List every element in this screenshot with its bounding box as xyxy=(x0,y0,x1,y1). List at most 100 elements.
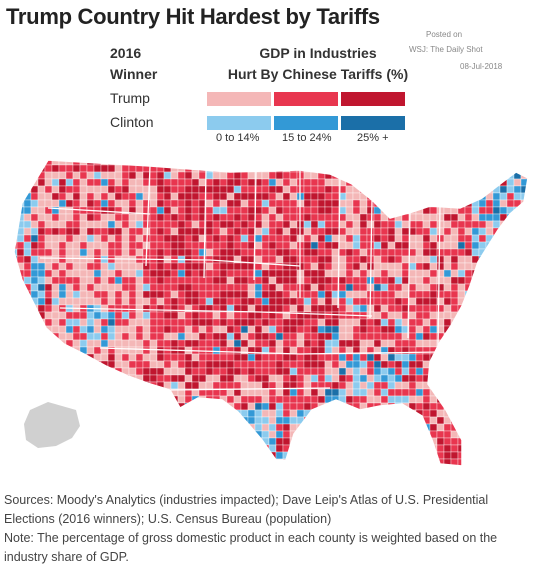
county-cell xyxy=(122,214,129,221)
county-cell xyxy=(192,228,199,235)
county-cell xyxy=(66,214,73,221)
county-cell xyxy=(493,459,500,466)
county-cell xyxy=(52,214,59,221)
county-cell xyxy=(73,375,80,382)
county-cell xyxy=(213,249,220,256)
county-cell xyxy=(318,333,325,340)
county-cell xyxy=(234,235,241,242)
county-cell xyxy=(94,312,101,319)
county-cell xyxy=(311,298,318,305)
county-cell xyxy=(360,452,367,459)
county-cell xyxy=(185,214,192,221)
county-cell xyxy=(227,263,234,270)
county-cell xyxy=(262,235,269,242)
county-cell xyxy=(206,466,213,473)
county-cell xyxy=(346,193,353,200)
county-cell xyxy=(115,410,122,417)
county-cell xyxy=(451,298,458,305)
county-cell xyxy=(437,389,444,396)
county-cell xyxy=(521,459,528,466)
county-cell xyxy=(206,179,213,186)
county-cell xyxy=(227,298,234,305)
county-cell xyxy=(311,466,318,473)
county-cell xyxy=(374,459,381,466)
county-cell xyxy=(325,242,332,249)
county-cell xyxy=(101,298,108,305)
county-cell xyxy=(115,214,122,221)
county-cell xyxy=(101,186,108,193)
county-cell xyxy=(514,368,521,375)
county-cell xyxy=(416,193,423,200)
county-cell xyxy=(115,389,122,396)
county-cell xyxy=(451,221,458,228)
county-cell xyxy=(276,333,283,340)
county-cell xyxy=(528,277,535,284)
county-cell xyxy=(486,284,493,291)
county-cell xyxy=(136,235,143,242)
county-cell xyxy=(486,277,493,284)
county-cell xyxy=(129,228,136,235)
county-cell xyxy=(430,361,437,368)
county-cell xyxy=(381,172,388,179)
county-cell xyxy=(38,396,45,403)
county-cell xyxy=(150,172,157,179)
county-cell xyxy=(122,172,129,179)
county-cell xyxy=(297,368,304,375)
county-cell xyxy=(108,228,115,235)
county-cell xyxy=(458,256,465,263)
county-cell xyxy=(486,438,493,445)
county-cell xyxy=(346,431,353,438)
county-cell xyxy=(164,459,171,466)
county-cell xyxy=(101,200,108,207)
county-cell xyxy=(164,403,171,410)
county-cell xyxy=(227,207,234,214)
county-cell xyxy=(465,382,472,389)
county-cell xyxy=(199,361,206,368)
county-cell xyxy=(248,235,255,242)
county-cell xyxy=(283,361,290,368)
county-cell xyxy=(80,438,87,445)
county-cell xyxy=(206,172,213,179)
county-cell xyxy=(150,333,157,340)
county-cell xyxy=(521,438,528,445)
county-cell xyxy=(206,326,213,333)
county-cell xyxy=(59,361,66,368)
county-cell xyxy=(367,242,374,249)
county-cell xyxy=(66,277,73,284)
legend-swatch-clinton-mid xyxy=(274,116,338,130)
county-cell xyxy=(430,172,437,179)
county-cell xyxy=(479,235,486,242)
county-cell xyxy=(59,256,66,263)
county-cell xyxy=(367,221,374,228)
county-cell xyxy=(241,179,248,186)
county-cell xyxy=(38,340,45,347)
county-cell xyxy=(185,207,192,214)
county-cell xyxy=(122,242,129,249)
county-cell xyxy=(493,214,500,221)
county-cell xyxy=(346,459,353,466)
county-cell xyxy=(122,165,129,172)
county-cell xyxy=(234,165,241,172)
county-cell xyxy=(150,186,157,193)
county-cell xyxy=(24,452,31,459)
county-cell xyxy=(171,193,178,200)
county-cell xyxy=(241,298,248,305)
county-cell xyxy=(192,207,199,214)
county-cell xyxy=(248,431,255,438)
county-cell xyxy=(122,270,129,277)
county-cell xyxy=(73,207,80,214)
county-cell xyxy=(500,298,507,305)
county-cell xyxy=(500,354,507,361)
county-cell xyxy=(486,431,493,438)
county-cell xyxy=(297,452,304,459)
county-cell xyxy=(374,263,381,270)
county-cell xyxy=(486,221,493,228)
county-cell xyxy=(311,249,318,256)
county-cell xyxy=(430,333,437,340)
county-cell xyxy=(458,326,465,333)
county-cell xyxy=(297,445,304,452)
county-cell xyxy=(514,270,521,277)
county-cell xyxy=(213,417,220,424)
county-cell xyxy=(87,270,94,277)
county-cell xyxy=(24,172,31,179)
